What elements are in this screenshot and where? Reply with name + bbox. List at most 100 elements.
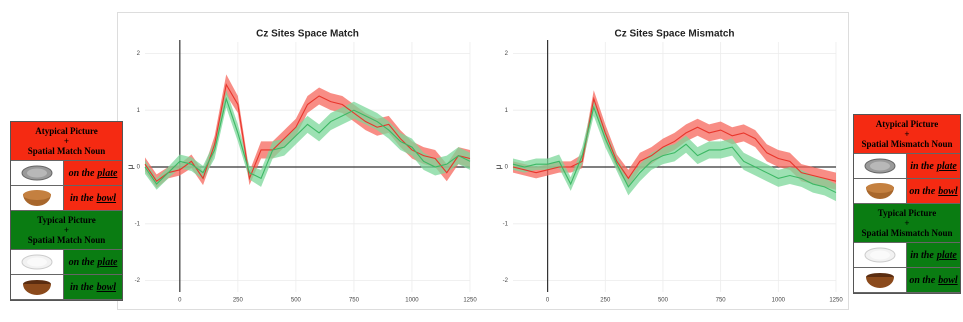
y-tick-label: 0 [505, 165, 509, 171]
mean-line [144, 96, 471, 185]
chart-title: Cz Sites Space Match [256, 29, 359, 40]
header-line: Spatial Match Noun [27, 235, 106, 245]
confidence-band [513, 98, 836, 202]
x-tick-label: 1000 [772, 298, 786, 304]
legend-row: in the bowl [11, 186, 122, 211]
object-picture [864, 247, 896, 263]
x-tick-label: 250 [600, 298, 611, 304]
y-tick-label: -2 [135, 278, 141, 284]
x-tick-label: 0 [546, 298, 550, 304]
phrase-cell: on the bowl [907, 179, 960, 203]
y-tick-label: 1 [137, 108, 141, 114]
y-axis-label: μ [126, 164, 135, 169]
preposition: in the [910, 249, 934, 261]
confidence-band [513, 90, 836, 190]
y-tick-label: -1 [503, 221, 509, 227]
legend-row: on the plate [11, 161, 122, 186]
noun: plate [97, 256, 118, 268]
confidence-band [145, 74, 470, 189]
header-line: Spatial Mismatch Noun [861, 228, 953, 238]
x-tick-label: 750 [716, 298, 727, 304]
picture-cell [854, 243, 907, 267]
group-header: Typical Picture + Spatial Mismatch Noun [854, 204, 960, 243]
y-tick-label: 1 [505, 108, 509, 114]
figure-frame [117, 12, 849, 310]
confidence-band [145, 90, 470, 190]
picture-cell [854, 154, 907, 178]
legend-row: in the plate [854, 154, 960, 179]
preposition: on the [68, 167, 95, 179]
header-line: + [904, 218, 910, 228]
legend-row: on the bowl [854, 268, 960, 293]
noun: bowl [96, 281, 117, 293]
x-tick-label: 1250 [829, 298, 843, 304]
object-picture [21, 254, 53, 270]
noun: bowl [938, 185, 958, 197]
noun: bowl [96, 192, 117, 204]
header-line: Atypical Picture [35, 126, 98, 136]
y-tick-label: -1 [135, 221, 141, 227]
legend-panel-right: Atypical Picture + Spatial Mismatch Noun in… [853, 114, 961, 294]
phrase-cell: on the plate [64, 161, 122, 185]
noun: plate [97, 167, 118, 179]
preposition: in the [910, 160, 934, 172]
legend-row: on the plate [11, 250, 122, 275]
header-line: Atypical Picture [875, 119, 939, 129]
group-header: Atypical Picture + Spatial Mismatch Noun [854, 115, 960, 154]
preposition: in the [69, 281, 94, 293]
y-tick-label: 0 [137, 165, 141, 171]
x-tick-label: 750 [349, 298, 360, 304]
header-line: + [904, 129, 910, 139]
header-line: + [63, 136, 70, 146]
picture-cell [854, 179, 907, 203]
y-tick-label: 2 [505, 51, 509, 57]
legend-row: on the bowl [854, 179, 960, 204]
group-header: Atypical Picture + Spatial Match Noun [11, 122, 122, 161]
legend-row: in the plate [854, 243, 960, 268]
group-header: Typical Picture + Spatial Match Noun [11, 211, 122, 250]
x-tick-label: 0 [178, 298, 182, 304]
noun: bowl [938, 274, 958, 286]
x-tick-label: 250 [233, 298, 244, 304]
noun: plate [936, 249, 957, 261]
picture-cell [854, 268, 907, 292]
object-picture [21, 165, 53, 181]
phrase-cell: in the plate [907, 154, 960, 178]
preposition: in the [69, 192, 94, 204]
object-picture [23, 280, 51, 295]
legend-row: in the bowl [11, 275, 122, 300]
x-tick-label: 1250 [463, 298, 477, 304]
object-picture [866, 183, 894, 199]
object-picture [864, 158, 896, 174]
picture-cell [11, 250, 64, 274]
phrase-cell: in the bowl [64, 275, 122, 299]
picture-cell [11, 161, 64, 185]
x-tick-label: 500 [291, 298, 302, 304]
header-line: Spatial Mismatch Noun [861, 139, 953, 149]
object-picture [23, 190, 51, 206]
chart-title: Cz Sites Space Mismatch [614, 29, 734, 40]
phrase-cell: on the bowl [907, 268, 960, 292]
header-line: Spatial Match Noun [27, 146, 106, 156]
header-line: Typical Picture [37, 215, 96, 225]
preposition: on the [68, 256, 95, 268]
phrase-cell: on the plate [64, 250, 122, 274]
mean-line [512, 105, 837, 194]
legend-panel-left: Atypical Picture + Spatial Match Noun on th… [10, 121, 123, 301]
noun: plate [936, 160, 957, 172]
object-picture [866, 273, 894, 288]
preposition: on the [909, 274, 936, 286]
x-tick-label: 500 [658, 298, 669, 304]
x-tick-label: 1000 [405, 298, 419, 304]
y-axis-label: μ [494, 164, 503, 169]
phrase-cell: in the plate [907, 243, 960, 267]
picture-cell [11, 186, 64, 210]
phrase-cell: in the bowl [64, 186, 122, 210]
y-tick-label: 2 [137, 51, 141, 57]
y-tick-label: -2 [503, 278, 509, 284]
mean-line [512, 96, 837, 182]
header-line: Typical Picture [877, 208, 937, 218]
header-line: + [63, 225, 70, 235]
